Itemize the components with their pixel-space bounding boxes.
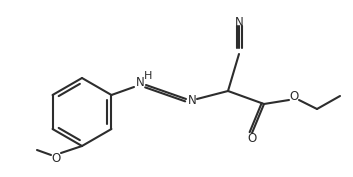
Text: N: N (235, 16, 243, 28)
Text: H: H (144, 71, 152, 81)
Text: O: O (289, 90, 299, 104)
Text: O: O (247, 133, 257, 145)
Text: N: N (136, 76, 144, 90)
Text: O: O (52, 152, 61, 164)
Text: N: N (188, 93, 196, 107)
